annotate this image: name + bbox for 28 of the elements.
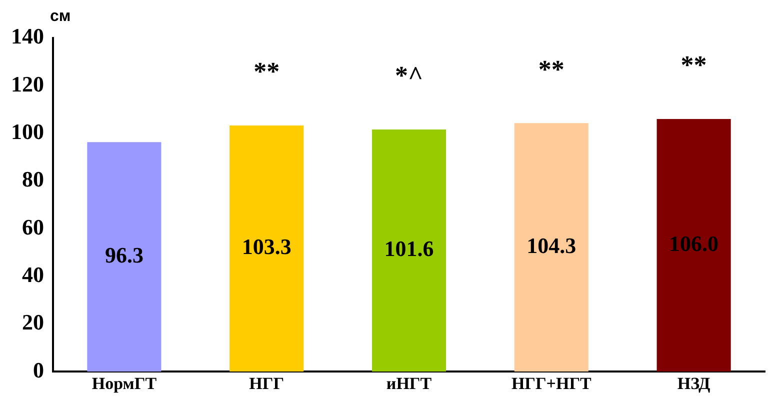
annotation: ** — [538, 54, 564, 84]
annotation: ** — [254, 57, 280, 86]
bar — [514, 123, 588, 372]
bar — [656, 119, 731, 372]
y-tick-label: 80 — [22, 166, 44, 192]
x-tick-label: НГГ — [249, 374, 284, 394]
x-tick-label: НЗД — [677, 374, 711, 394]
x-tick-label: НГГ+НГТ — [511, 374, 592, 394]
data-label: 104.3 — [526, 233, 576, 258]
data-label: 103.3 — [242, 234, 292, 260]
y-tick-label: 100 — [11, 119, 44, 144]
y-tick-label: 20 — [22, 310, 44, 335]
y-axis-title: см — [50, 8, 71, 26]
x-tick-label: НормГТ — [92, 374, 158, 394]
data-label: 96.3 — [104, 242, 144, 268]
y-tick-label: 140 — [11, 24, 44, 49]
data-label: 106.0 — [669, 230, 719, 256]
annotation: *^ — [394, 61, 424, 90]
y-tick-label: 0 — [33, 357, 44, 382]
y-tick-label: 40 — [22, 262, 44, 287]
annotation: ** — [680, 50, 707, 80]
y-tick-label: 120 — [11, 71, 44, 96]
bar — [87, 142, 162, 372]
data-label: 101.6 — [384, 236, 434, 262]
bar — [230, 125, 304, 372]
y-tick-label: 60 — [22, 214, 44, 240]
x-tick-label: иНГТ — [386, 374, 432, 394]
bar — [372, 130, 446, 372]
